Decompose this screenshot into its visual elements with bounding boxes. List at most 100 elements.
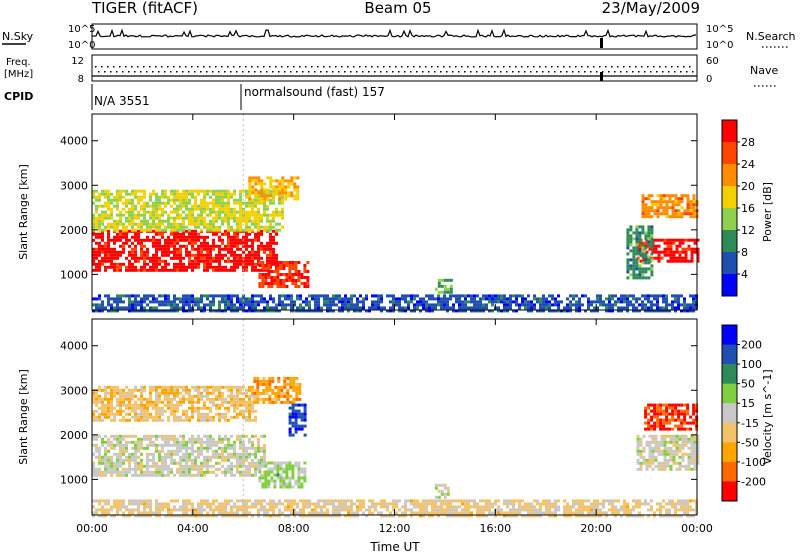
heatmap-cell [143,210,146,214]
heatmap-cell [128,297,131,301]
heatmap-cell [116,467,119,471]
heatmap-cell [476,508,479,512]
heatmap-cell [137,473,140,477]
heatmap-cell [623,297,626,301]
heatmap-cell [300,424,304,428]
heatmap-cell [650,209,654,213]
center-title: Beam 05 [364,0,431,17]
heatmap-cell [416,303,419,307]
heatmap-cell [191,415,194,419]
heatmap-cell [119,222,122,226]
heatmap-cell [275,185,279,189]
heatmap-cell [137,259,140,263]
heatmap-cell [683,300,686,304]
heatmap-cell [380,294,383,298]
heatmap-cell [236,505,239,509]
heatmap-cell [285,482,289,486]
heatmap-cell [617,309,620,313]
heatmap-cell [164,262,167,266]
heatmap-cell [143,403,146,407]
heatmap-cell [227,207,230,211]
heatmap-cell [158,219,161,223]
heatmap-cell [374,303,377,307]
heatmap-cell [224,418,227,422]
heatmap-cell [669,253,673,257]
heatmap-cell [282,279,286,282]
heatmap-cell [663,241,667,245]
heatmap-cell [464,505,467,509]
heatmap-cell [185,265,188,269]
heatmap-cell [191,400,194,404]
heatmap-cell [206,446,209,450]
heatmap-cell [261,285,265,288]
heatmap-cell [281,195,284,199]
heatmap-cell [605,306,608,310]
heatmap-cell [113,418,116,422]
heatmap-cell [137,189,140,193]
heatmap-cell [665,297,668,301]
heatmap-cell [242,505,245,509]
heatmap-cell [92,247,95,251]
heatmap-cell [161,300,164,304]
heatmap-cell [104,446,107,450]
heatmap-cell [344,306,347,310]
heatmap-cell [215,192,218,196]
heatmap-cell [380,300,383,304]
heatmap-cell [146,406,149,410]
heatmap-cell [146,458,149,462]
heatmap-cell [203,241,206,245]
heatmap-cell [512,514,515,518]
heatmap-cell [200,309,203,313]
heatmap-cell [269,256,272,260]
heatmap-cell [245,455,248,459]
heatmap-cell [191,473,194,477]
heatmap-cell [245,247,248,251]
heatmap-cell [650,267,654,271]
heatmap-cell [143,437,146,441]
heatmap-cell [95,437,98,441]
heatmap-cell [242,306,245,310]
heatmap-cell [230,309,233,313]
heatmap-cell [107,241,110,245]
heatmap-cell [248,467,251,471]
heatmap-cell [422,505,425,509]
heatmap-cell [278,303,281,307]
heatmap-cell [179,238,182,242]
heatmap-cell [137,403,140,407]
heatmap-cell [125,505,128,509]
heatmap-cell [449,290,453,294]
heatmap-cell [113,204,116,208]
heatmap-cell [271,376,275,380]
heatmap-cell [95,189,98,193]
heatmap-cell [251,461,254,465]
heatmap-cell [179,473,182,477]
heatmap-cell [690,247,694,251]
heatmap-cell [297,403,301,407]
heatmap-cell [197,470,200,474]
heatmap-cell [285,273,289,276]
heatmap-cell [185,385,188,389]
heatmap-cell [98,213,101,217]
heatmap-cell [161,228,164,232]
freq-point [179,66,181,68]
heatmap-cell [149,443,152,447]
heatmap-cell [374,294,377,298]
heatmap-cell [140,222,143,226]
heatmap-cell [155,210,158,214]
heatmap-cell [203,473,206,477]
heatmap-cell [257,216,260,220]
heatmap-cell [383,502,386,506]
heatmap-cell [362,502,365,506]
heatmap-cell [146,470,149,474]
heatmap-cell [152,452,155,456]
heatmap-cell [182,470,185,474]
heatmap-cell [239,446,242,450]
freq-point [371,66,373,68]
heatmap-cell [650,228,654,232]
heatmap-cell [650,258,654,262]
heatmap-cell [288,430,292,434]
heatmap-cell [644,203,648,207]
heatmap-cell [185,294,188,298]
heatmap-cell [194,232,197,236]
heatmap-cell [197,192,200,196]
